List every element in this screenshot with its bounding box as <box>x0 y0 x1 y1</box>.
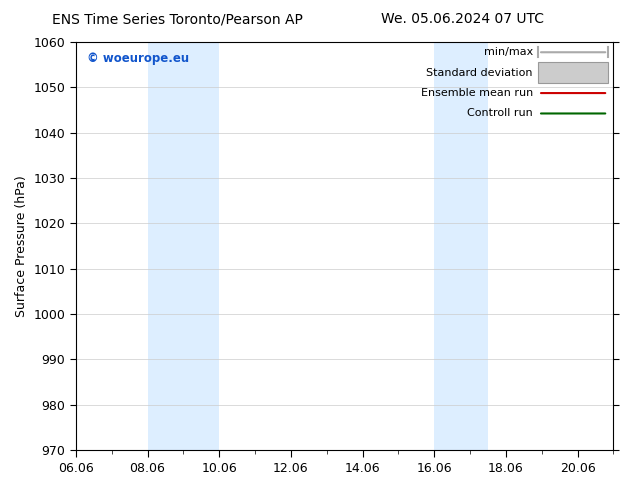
Y-axis label: Surface Pressure (hPa): Surface Pressure (hPa) <box>15 175 28 317</box>
Bar <box>434 42 488 450</box>
Text: © woeurope.eu: © woeurope.eu <box>87 52 189 65</box>
Text: Controll run: Controll run <box>467 108 533 119</box>
Bar <box>148 42 219 450</box>
Text: Standard deviation: Standard deviation <box>426 68 533 77</box>
Text: Ensemble mean run: Ensemble mean run <box>420 88 533 98</box>
FancyBboxPatch shape <box>538 62 608 83</box>
Text: min/max: min/max <box>484 47 533 57</box>
Text: ENS Time Series Toronto/Pearson AP: ENS Time Series Toronto/Pearson AP <box>52 12 303 26</box>
Text: We. 05.06.2024 07 UTC: We. 05.06.2024 07 UTC <box>381 12 545 26</box>
